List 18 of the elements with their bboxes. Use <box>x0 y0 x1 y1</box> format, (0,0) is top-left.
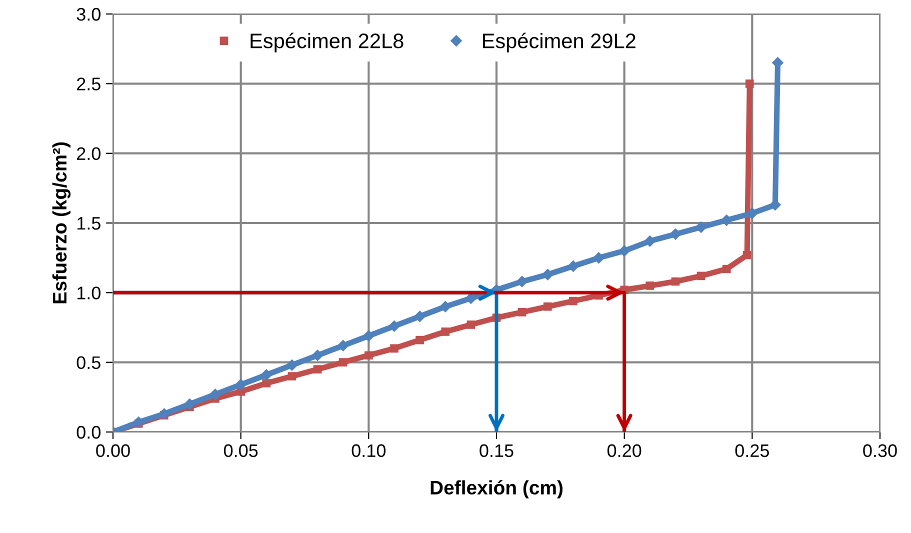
x-tick-label: 0.15 <box>480 444 514 458</box>
legend-label: Espécimen 29L2 <box>482 32 636 52</box>
legend-label: Espécimen 22L8 <box>250 32 404 52</box>
y-tick-label: 1.5 <box>77 217 100 230</box>
x-tick-label: 0.00 <box>96 444 130 458</box>
y-axis-title: Esfuerzo (kg/cm²) <box>52 142 71 304</box>
x-tick-label: 0.30 <box>863 444 897 458</box>
x-axis-title: Deflexión (cm) <box>430 480 563 498</box>
y-tick-label: 0.5 <box>76 356 100 370</box>
y-tick-label: 3.0 <box>76 8 100 21</box>
y-tick-label: 0.0 <box>76 426 100 439</box>
x-tick-label: 0.25 <box>735 444 769 458</box>
x-tick-label: 0.10 <box>352 444 386 458</box>
y-tick-label: 2.5 <box>77 78 100 90</box>
x-tick-label: 0.05 <box>224 444 258 458</box>
y-tick-label: 2.0 <box>77 147 100 160</box>
y-tick-label: 1.0 <box>77 286 100 300</box>
x-tick-label: 0.20 <box>607 444 642 458</box>
